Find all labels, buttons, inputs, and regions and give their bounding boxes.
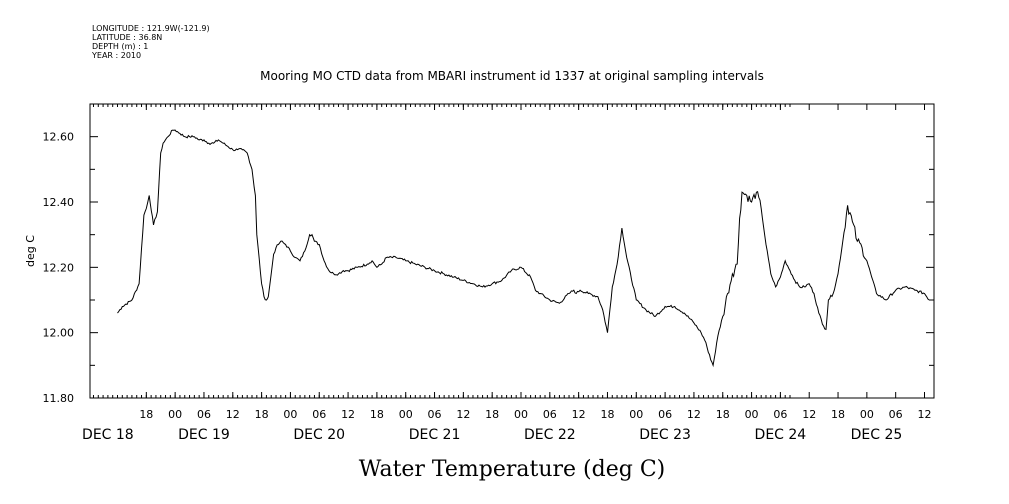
y-tick-label: 12.00 xyxy=(43,327,75,340)
series-layer xyxy=(117,129,930,368)
y-tick-label: 11.80 xyxy=(43,392,75,405)
x-tick-label: 06 xyxy=(658,408,672,421)
x-tick-label: 06 xyxy=(312,408,326,421)
plot-frame xyxy=(89,103,935,399)
x-tick-label: 06 xyxy=(543,408,557,421)
x-tick-label: 00 xyxy=(283,408,297,421)
x-tick-label: 12 xyxy=(341,408,355,421)
x-tick-label: 18 xyxy=(485,408,499,421)
x-tick-label: 00 xyxy=(168,408,182,421)
x-tick-label: 18 xyxy=(831,408,845,421)
y-tick-label: 12.20 xyxy=(43,261,75,274)
x-tick-label: 12 xyxy=(572,408,586,421)
y-tick-label: 12.40 xyxy=(43,196,75,209)
x-day-label: DEC 25 xyxy=(851,427,903,443)
x-day-label: DEC 22 xyxy=(524,427,576,443)
y-tick-label: 12.60 xyxy=(43,131,75,144)
x-day-label: DEC 24 xyxy=(755,427,807,443)
x-tick-label: 00 xyxy=(745,408,759,421)
x-tick-label: 12 xyxy=(226,408,240,421)
x-axis-label: Water Temperature (deg C) xyxy=(359,457,666,482)
x-tick-label: 12 xyxy=(918,408,932,421)
x-day-label: DEC 19 xyxy=(178,427,230,443)
meta-longitude: LONGITUDE : 121.9W(-121.9) xyxy=(92,24,210,33)
x-day-label: DEC 23 xyxy=(639,427,691,443)
x-tick-label: 18 xyxy=(255,408,269,421)
x-tick-label: 06 xyxy=(197,408,211,421)
y-axis-label: deg C xyxy=(24,235,37,267)
x-tick-label: 18 xyxy=(139,408,153,421)
x-tick-label: 06 xyxy=(773,408,787,421)
x-tick-label: 12 xyxy=(802,408,816,421)
x-tick-label: 12 xyxy=(456,408,470,421)
x-day-label: DEC 21 xyxy=(409,427,461,443)
x-tick-label: 18 xyxy=(716,408,730,421)
x-day-label: DEC 18 xyxy=(82,427,134,443)
x-day-label: DEC 20 xyxy=(293,427,345,443)
chart-title: Mooring MO CTD data from MBARI instrumen… xyxy=(260,69,764,83)
x-tick-label: 00 xyxy=(629,408,643,421)
metadata-block: LONGITUDE : 121.9W(-121.9) LATITUDE : 36… xyxy=(91,24,210,60)
x-tick-label: 06 xyxy=(889,408,903,421)
x-tick-label: 00 xyxy=(514,408,528,421)
x-tick-label: 00 xyxy=(860,408,874,421)
meta-depth: DEPTH (m) : 1 xyxy=(92,42,148,51)
x-tick-label: 18 xyxy=(600,408,614,421)
temperature-series-line xyxy=(117,129,930,368)
meta-latitude: LATITUDE : 36.8N xyxy=(92,33,162,42)
meta-year: YEAR : 2010 xyxy=(91,51,141,60)
x-tick-label: 06 xyxy=(428,408,442,421)
x-tick-label: 18 xyxy=(370,408,384,421)
x-tick-label: 00 xyxy=(399,408,413,421)
x-tick-label: 12 xyxy=(687,408,701,421)
axes: 18 00 06 12 18 00 06 12 18 00 06 12 18 00 06 12 18 00 06 12… xyxy=(43,103,934,443)
